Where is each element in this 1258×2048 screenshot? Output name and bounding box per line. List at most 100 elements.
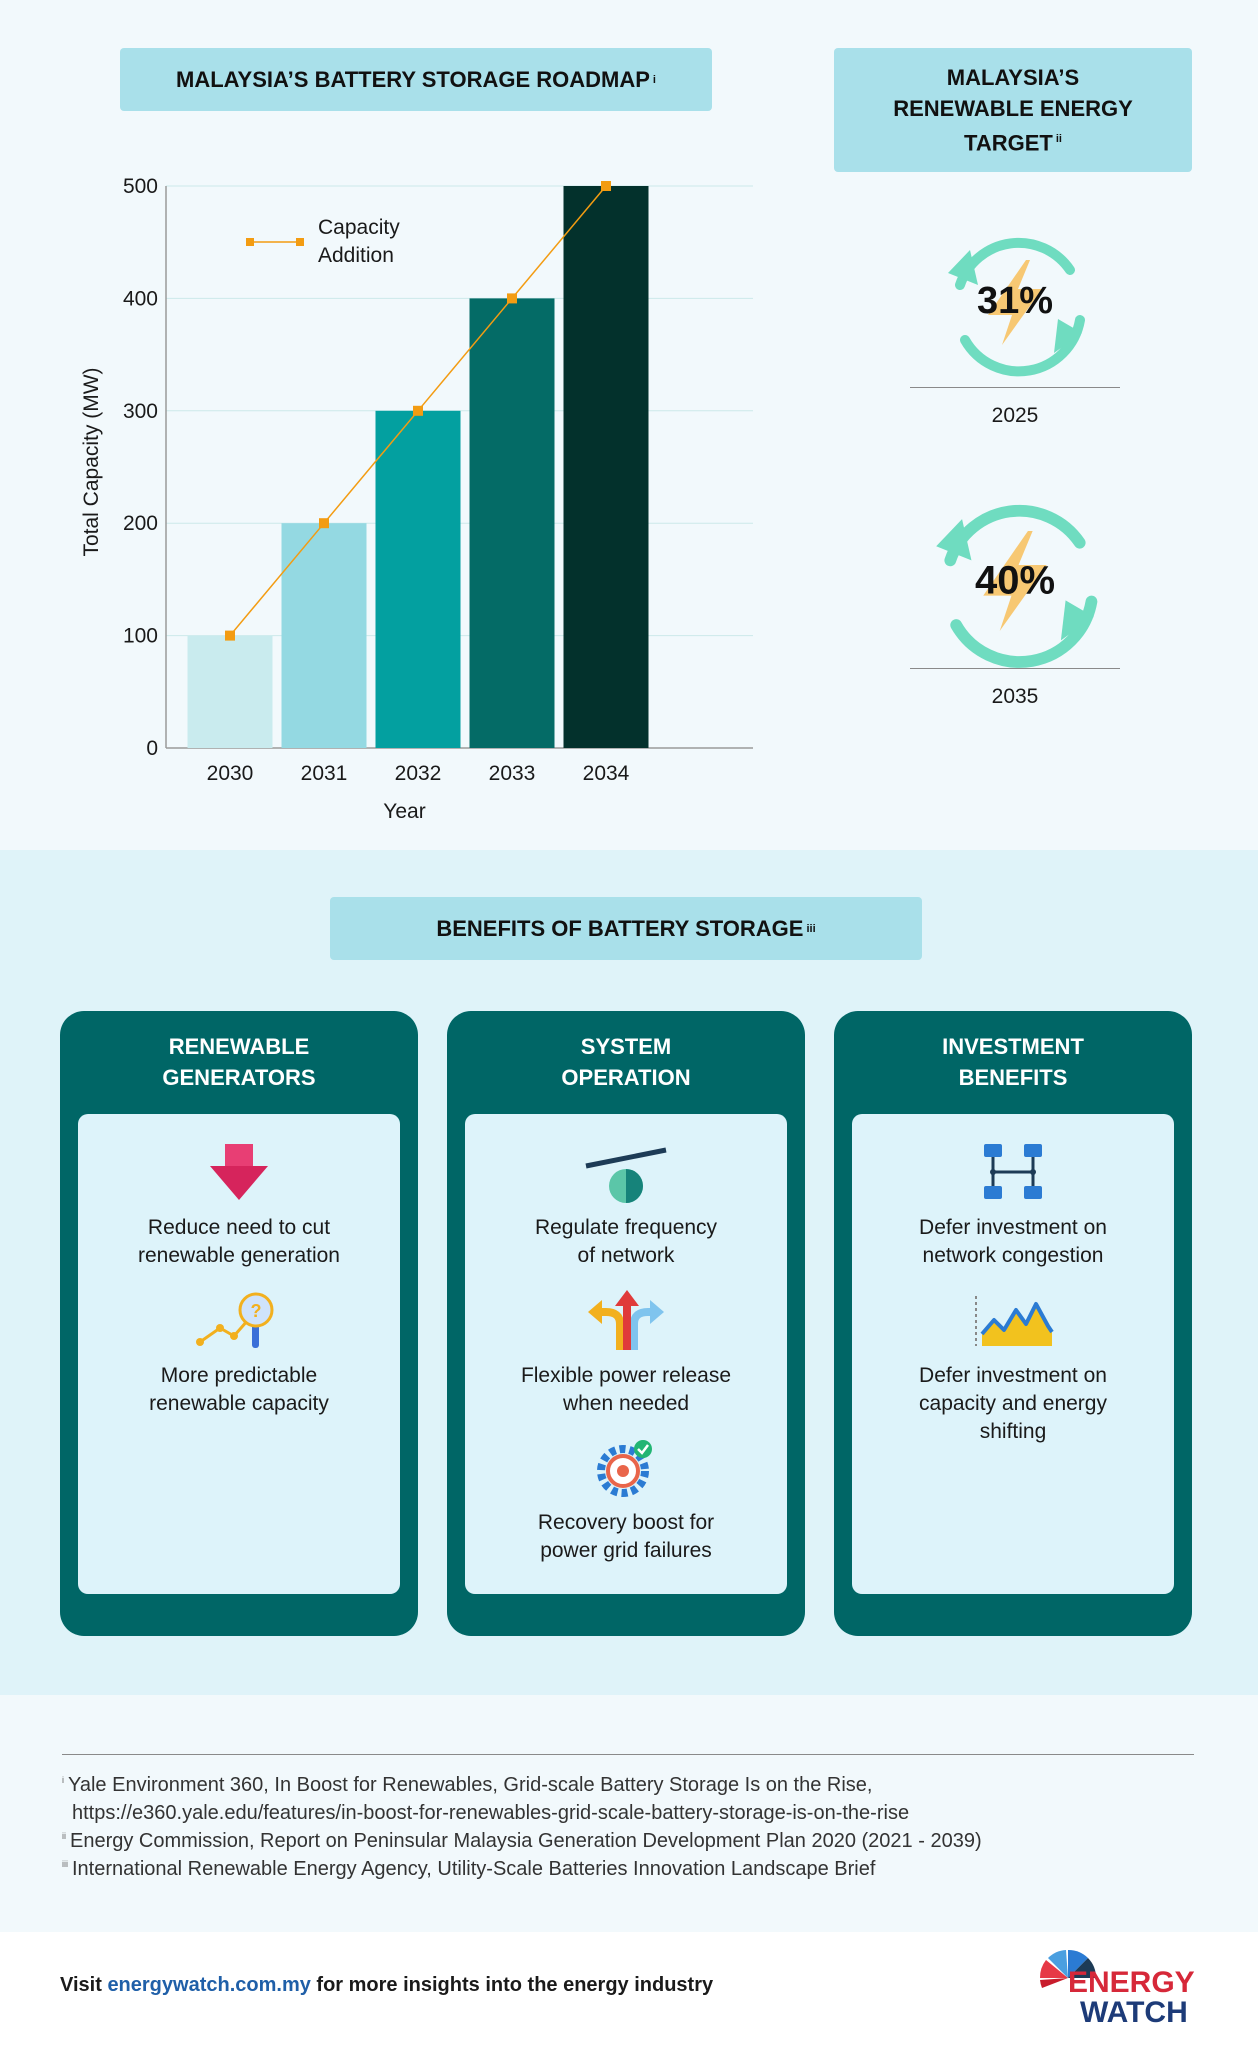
target-title-line1: MALAYSIA’S <box>946 64 1080 90</box>
bar-2033 <box>469 298 555 748</box>
benefit-text: More predictable renewable capacity <box>78 1362 400 1418</box>
benefit-text: Defer investment on network congestion <box>852 1214 1174 1270</box>
area-chart-icon <box>975 1296 1054 1346</box>
benefit-item: Reduce need to cut renewable generation <box>78 1142 400 1270</box>
target-year: 2025 <box>991 404 1039 427</box>
benefits-title-text: BENEFITS OF BATTERY STORAGE <box>436 915 804 941</box>
reference-line: i Yale Environment 360, In Boost for Rene… <box>62 1774 872 1797</box>
target-title-line3-wrap: TARGET ii <box>964 124 1062 158</box>
benefit-item: Defer investment on network congestion <box>852 1142 1174 1270</box>
target-title: MALAYSIA’S RENEWABLE ENERGY TARGET ii <box>834 48 1192 172</box>
card-investment-benefits: INVESTMENT BENEFITS Defer investment on … <box>834 1011 1192 1636</box>
x-tick-label: 2031 <box>301 762 348 785</box>
benefit-text: Reduce need to cut renewable generation <box>78 1214 400 1270</box>
card-title-line2: BENEFITS <box>958 1065 1068 1090</box>
footer-section <box>0 1932 1258 2048</box>
x-axis-label: Year <box>383 800 425 823</box>
card-title: INVESTMENT BENEFITS <box>834 1031 1192 1093</box>
target-percent: 31% <box>977 280 1053 322</box>
card-body: Defer investment on network congestion D… <box>852 1114 1174 1594</box>
y-axis-label: Total Capacity (MW) <box>80 367 103 556</box>
footer-prefix: Visit <box>60 1974 108 1996</box>
benefit-item: Regulate frequency of network <box>465 1142 787 1270</box>
card-body: Reduce need to cut renewable generation … <box>78 1114 400 1594</box>
cycle-bolt-icon: 31% <box>948 237 1085 377</box>
benefit-item: Recovery boost for power grid failures <box>465 1437 787 1565</box>
benefit-line1: Defer investment on <box>919 1216 1107 1239</box>
target-title-line3: TARGET <box>964 130 1053 156</box>
roadmap-title-text: MALAYSIA’S BATTERY STORAGE ROADMAP <box>176 66 650 92</box>
network-icon <box>984 1144 1042 1199</box>
down-arrow-icon <box>210 1144 268 1200</box>
x-tick-label: 2033 <box>489 762 536 785</box>
benefit-line2: of network <box>577 1244 675 1267</box>
y-tick-label: 200 <box>123 512 158 535</box>
target-divider <box>910 387 1120 388</box>
bar-2031 <box>281 523 367 748</box>
battery-roadmap-chart: 0 100 200 300 400 500 2030 2031 2032 2033 2034 Capa… <box>80 175 753 823</box>
split-arrows-icon <box>588 1290 664 1350</box>
card-title-line2: OPERATION <box>561 1065 691 1090</box>
logo-word-watch: WATCH <box>1080 1996 1188 2029</box>
balance-icon <box>585 1147 667 1203</box>
target-title-line2: RENEWABLE ENERGY <box>893 95 1133 121</box>
capacity-addition-point <box>225 630 235 641</box>
card-title-line1: INVESTMENT <box>942 1034 1084 1059</box>
benefit-line1: Recovery boost for <box>537 1511 715 1534</box>
roadmap-title-note: i <box>652 73 656 86</box>
reference-line: ii Energy Commission, Report on Peninsula… <box>62 1830 982 1853</box>
y-tick-label: 400 <box>123 287 158 310</box>
card-title-line1: SYSTEM <box>580 1034 672 1059</box>
legend-label: Capacity <box>318 216 400 239</box>
card-body: Regulate frequency of network Flexible p… <box>465 1114 787 1594</box>
y-tick-label: 300 <box>123 400 158 423</box>
benefit-line1: Defer investment on <box>919 1364 1107 1387</box>
y-tick-label: 0 <box>146 737 158 760</box>
target-2025: 31% 2025 <box>900 215 1130 428</box>
references-divider <box>62 1754 1194 1755</box>
benefit-line2: capacity and energy <box>919 1392 1107 1415</box>
logo-mark-icon <box>1039 1949 1097 1988</box>
benefit-text: Flexible power release when needed <box>465 1362 787 1418</box>
energy-watch-logo[interactable]: ENERGY WATCH <box>1038 1948 1198 2034</box>
bar-2032 <box>375 410 461 748</box>
card-title-line2: GENERATORS <box>162 1065 316 1090</box>
svg-text:?: ? <box>251 1301 262 1321</box>
card-title: RENEWABLE GENERATORS <box>60 1031 418 1093</box>
target-2035: 40% 2035 <box>900 478 1130 709</box>
benefit-text: Regulate frequency of network <box>465 1214 787 1270</box>
reference-text: Yale Environment 360, In Boost for Renew… <box>68 1774 873 1796</box>
target-divider <box>910 668 1120 669</box>
x-tick-label: 2034 <box>583 762 630 785</box>
benefit-line2: renewable generation <box>138 1244 340 1267</box>
footer-cta: Visit energywatch.com.my for more insigh… <box>60 1974 713 1997</box>
benefit-line2: renewable capacity <box>149 1392 329 1415</box>
benefit-item: Flexible power release when needed <box>465 1290 787 1418</box>
capacity-addition-point <box>319 518 329 529</box>
benefit-text: Defer investment on capacity and energy … <box>852 1362 1174 1446</box>
card-renewable-generators: RENEWABLE GENERATORS Reduce need to cut … <box>60 1011 418 1636</box>
cycle-bolt-icon: 40% <box>936 504 1098 668</box>
reference-text: https://e360.yale.edu/features/in-boost-… <box>72 1802 910 1824</box>
logo-word-energy: ENERGY <box>1068 1966 1195 1999</box>
capacity-addition-point <box>413 405 423 416</box>
benefit-line1: Flexible power release <box>520 1364 732 1387</box>
card-title-line1: RENEWABLE <box>168 1034 310 1059</box>
reference-mark: i <box>62 1775 64 1786</box>
footer-suffix: for more insights into the energy indust… <box>310 1974 714 1996</box>
forecast-magnifier-icon: ? <box>196 1292 274 1348</box>
card-title: SYSTEM OPERATION <box>447 1031 805 1093</box>
benefit-item: Defer investment on capacity and energy … <box>852 1290 1174 1446</box>
benefits-title-note: iii <box>806 922 816 935</box>
footer-link[interactable]: energywatch.com.my <box>107 1974 311 1996</box>
benefit-line3: shifting <box>979 1420 1047 1443</box>
target-year: 2035 <box>991 685 1039 708</box>
reference-url[interactable]: https://e360.yale.edu/features/in-boost-… <box>68 1802 909 1825</box>
benefit-item: ? More predictable renewable capacity <box>78 1290 400 1418</box>
reference-line: iii International Renewable Energy Agency… <box>62 1858 875 1881</box>
benefit-line1: More predictable <box>160 1364 318 1387</box>
reference-text: Energy Commission, Report on Peninsular … <box>70 1830 982 1852</box>
capacity-addition-point <box>507 293 517 304</box>
legend-label: Addition <box>318 244 394 267</box>
benefit-line1: Reduce need to cut <box>147 1216 331 1239</box>
